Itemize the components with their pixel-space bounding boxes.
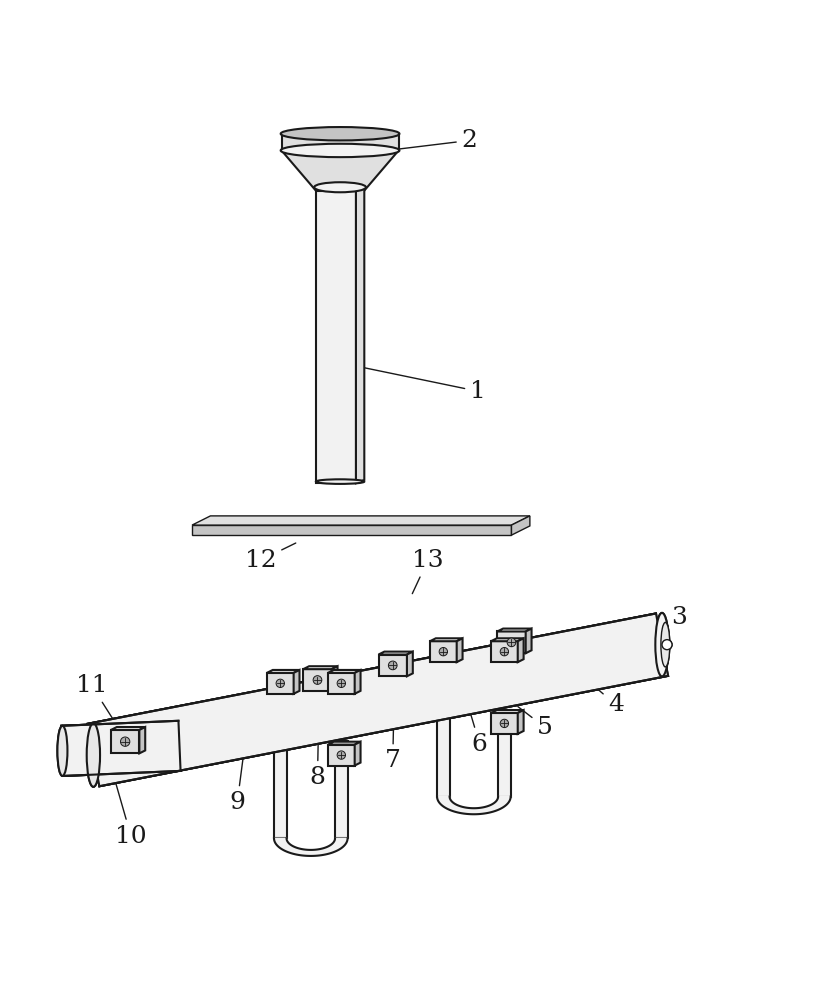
Circle shape <box>337 679 346 688</box>
Polygon shape <box>267 673 294 694</box>
Polygon shape <box>356 187 364 483</box>
Polygon shape <box>331 666 337 691</box>
Polygon shape <box>303 669 331 691</box>
Text: 11: 11 <box>76 674 123 736</box>
Circle shape <box>313 676 322 684</box>
Ellipse shape <box>314 182 366 192</box>
Polygon shape <box>274 838 347 856</box>
Polygon shape <box>328 745 355 766</box>
Polygon shape <box>498 629 532 631</box>
Text: 10: 10 <box>109 760 147 848</box>
Polygon shape <box>274 741 287 838</box>
Ellipse shape <box>655 613 669 676</box>
Text: 3: 3 <box>655 606 686 640</box>
Polygon shape <box>192 525 512 535</box>
Circle shape <box>507 638 516 647</box>
Text: 5: 5 <box>518 707 553 739</box>
Polygon shape <box>491 638 524 641</box>
Circle shape <box>500 647 508 656</box>
Polygon shape <box>139 727 145 753</box>
Polygon shape <box>518 638 524 662</box>
Polygon shape <box>282 150 399 191</box>
Text: 2: 2 <box>356 129 477 154</box>
Polygon shape <box>355 742 361 766</box>
Circle shape <box>121 737 130 746</box>
Ellipse shape <box>86 723 100 787</box>
Polygon shape <box>430 638 462 641</box>
Circle shape <box>388 661 397 670</box>
Polygon shape <box>328 670 361 673</box>
Polygon shape <box>87 613 668 786</box>
Polygon shape <box>456 638 462 662</box>
Polygon shape <box>61 721 180 776</box>
Polygon shape <box>526 629 532 653</box>
Polygon shape <box>498 631 526 653</box>
Polygon shape <box>282 134 399 150</box>
Polygon shape <box>491 713 518 734</box>
Text: 8: 8 <box>310 695 326 789</box>
Ellipse shape <box>57 726 67 776</box>
Text: 7: 7 <box>385 687 401 772</box>
Circle shape <box>662 640 672 650</box>
Ellipse shape <box>661 622 670 667</box>
Ellipse shape <box>661 622 670 667</box>
Polygon shape <box>378 652 413 655</box>
Circle shape <box>276 679 284 688</box>
Circle shape <box>500 719 508 728</box>
Polygon shape <box>335 741 347 838</box>
Polygon shape <box>328 673 355 694</box>
Text: 1: 1 <box>359 367 486 403</box>
Text: 4: 4 <box>589 682 624 716</box>
Polygon shape <box>430 641 456 662</box>
Polygon shape <box>498 710 511 797</box>
Polygon shape <box>111 730 139 753</box>
Circle shape <box>439 647 447 656</box>
Polygon shape <box>328 742 361 745</box>
Text: 9: 9 <box>229 723 248 814</box>
Polygon shape <box>267 670 300 673</box>
Ellipse shape <box>315 479 364 484</box>
Text: 6: 6 <box>471 713 487 756</box>
Polygon shape <box>315 191 356 483</box>
Ellipse shape <box>281 144 399 157</box>
Ellipse shape <box>655 613 669 676</box>
Text: 12: 12 <box>245 543 296 572</box>
Polygon shape <box>87 613 668 786</box>
Ellipse shape <box>57 726 67 776</box>
Polygon shape <box>111 727 145 730</box>
Polygon shape <box>61 721 180 776</box>
Polygon shape <box>355 670 361 694</box>
Polygon shape <box>437 797 511 814</box>
Text: 13: 13 <box>412 549 444 594</box>
Polygon shape <box>512 516 530 535</box>
Polygon shape <box>407 652 413 676</box>
Polygon shape <box>518 710 524 734</box>
Ellipse shape <box>175 721 185 771</box>
Ellipse shape <box>86 723 100 787</box>
Polygon shape <box>378 655 407 676</box>
Polygon shape <box>294 670 300 694</box>
Polygon shape <box>437 710 450 797</box>
Polygon shape <box>491 641 518 662</box>
Polygon shape <box>303 666 337 669</box>
Circle shape <box>337 751 346 759</box>
Polygon shape <box>192 516 530 525</box>
Ellipse shape <box>281 127 399 140</box>
Circle shape <box>662 640 672 650</box>
Polygon shape <box>491 710 524 713</box>
